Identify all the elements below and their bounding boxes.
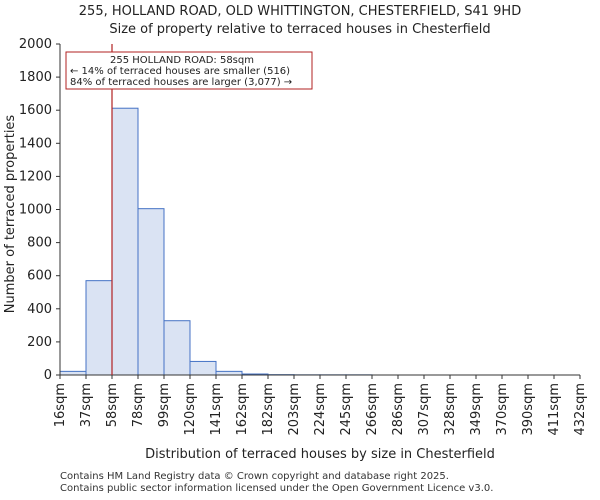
histogram-bar <box>85 280 113 376</box>
x-tick-label: 286sqm <box>391 383 406 436</box>
x-tick-label: 432sqm <box>573 383 588 436</box>
footer-copyright: Contains HM Land Registry data © Crown c… <box>60 471 449 482</box>
x-tick-label: 411sqm <box>547 383 562 436</box>
x-tick-label: 224sqm <box>313 383 328 436</box>
x-tick-label: 328sqm <box>443 383 458 436</box>
footer-licence: Contains public sector information licen… <box>60 483 494 494</box>
x-tick-label: 245sqm <box>339 383 354 436</box>
x-tick-label: 307sqm <box>417 383 432 436</box>
histogram-bar <box>215 370 243 376</box>
histogram-bar <box>137 208 165 376</box>
y-axis-label: Number of terraced properties <box>3 115 18 314</box>
annotation-line-3: 84% of terraced houses are larger (3,077… <box>70 77 292 88</box>
x-tick-label: 203sqm <box>287 383 302 436</box>
y-tick-label: 200 <box>27 335 52 350</box>
y-tick-label: 1800 <box>19 70 52 85</box>
y-tick-label: 1000 <box>19 203 52 218</box>
histogram-bar <box>189 360 217 376</box>
histogram-bar <box>111 107 139 376</box>
y-tick-label: 600 <box>27 269 52 284</box>
x-tick-label: 37sqm <box>79 383 94 427</box>
x-tick-label: 78sqm <box>131 383 146 427</box>
x-tick-label: 16sqm <box>53 383 68 427</box>
annotation-box: 255 HOLLAND ROAD: 58sqm ← 14% of terrace… <box>65 51 313 90</box>
x-tick-label: 390sqm <box>521 383 536 436</box>
x-tick-label: 141sqm <box>209 383 224 436</box>
y-tick-label: 800 <box>27 236 52 251</box>
y-tick-label: 1600 <box>19 103 52 118</box>
x-tick-label: 266sqm <box>365 383 380 436</box>
annotation-line-1: 255 HOLLAND ROAD: 58sqm <box>110 55 254 66</box>
y-tick-label: 400 <box>27 302 52 317</box>
x-tick-label: 162sqm <box>235 383 250 436</box>
x-tick-label: 58sqm <box>105 383 120 427</box>
chart-title: 255, HOLLAND ROAD, OLD WHITTINGTON, CHES… <box>78 4 522 19</box>
x-tick-label: 370sqm <box>495 383 510 436</box>
x-tick-label: 349sqm <box>469 383 484 436</box>
chart-subtitle: Size of property relative to terraced ho… <box>109 22 491 37</box>
x-tick-label: 182sqm <box>261 383 276 436</box>
y-tick-label: 1400 <box>19 136 52 151</box>
annotation-line-2: ← 14% of terraced houses are smaller (51… <box>70 66 290 77</box>
histogram-bar <box>163 320 191 376</box>
x-axis-label: Distribution of terraced houses by size … <box>145 447 495 462</box>
histogram-bar <box>59 370 87 376</box>
y-tick-label: 0 <box>44 368 52 383</box>
x-tick-label: 120sqm <box>183 383 198 436</box>
y-tick-label: 2000 <box>19 37 52 52</box>
y-tick-label: 1200 <box>19 169 52 184</box>
x-tick-label: 99sqm <box>157 383 172 427</box>
